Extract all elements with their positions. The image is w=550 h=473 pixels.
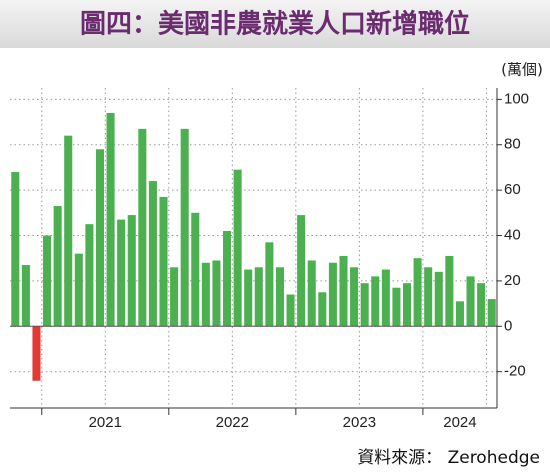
bar (371, 276, 380, 327)
bar (339, 255, 348, 327)
bar (223, 230, 232, 327)
y-tick-label: 20 (504, 272, 521, 289)
bar (328, 262, 337, 327)
y-tick-label: 40 (504, 226, 521, 243)
bar (466, 276, 475, 327)
plot: -20 0 20 40 60 80 100 2021 2022 2023 2024 (10, 88, 529, 431)
x-tick-label: 2024 (443, 414, 476, 431)
y-tick-label: 0 (504, 317, 512, 334)
bar (191, 212, 200, 327)
bar (117, 219, 126, 327)
bar (148, 181, 157, 327)
bar (21, 265, 30, 327)
bar (170, 267, 179, 327)
bar (477, 283, 486, 327)
bar (106, 112, 115, 327)
source: 資料來源： Zerohedge (357, 448, 540, 468)
bar (424, 267, 433, 327)
y-tick-label: 100 (504, 90, 529, 107)
x-tick-label: 2021 (89, 414, 122, 431)
bar (307, 260, 316, 327)
bar (201, 262, 210, 327)
y-tick-label: 60 (504, 181, 521, 198)
bar (360, 283, 369, 327)
bar (11, 171, 20, 327)
bar (265, 242, 274, 327)
title-band (0, 0, 550, 48)
y-tick-label: -20 (504, 363, 526, 380)
bar (445, 255, 454, 327)
bar (487, 299, 496, 327)
bar (74, 253, 83, 327)
bar (254, 267, 263, 327)
bar (350, 267, 359, 327)
bar (159, 196, 168, 327)
bar (286, 294, 295, 327)
y-tick-label: 80 (504, 136, 521, 153)
bar (402, 283, 412, 327)
bar (381, 269, 390, 327)
bar (318, 292, 327, 327)
bar (244, 269, 253, 327)
bar (43, 235, 52, 327)
bar (455, 301, 464, 327)
x-tick-label: 2022 (216, 414, 249, 431)
bar (392, 287, 401, 327)
bar (275, 267, 284, 327)
bar (127, 215, 136, 327)
bar (53, 206, 62, 327)
bar (32, 326, 41, 381)
bar (95, 149, 105, 327)
bar (233, 169, 242, 327)
bar (434, 271, 443, 327)
bar (413, 258, 422, 327)
x-tick-label: 2023 (343, 414, 376, 431)
bar (297, 215, 306, 327)
bar (212, 260, 221, 327)
bar (64, 135, 73, 327)
bar (138, 128, 147, 327)
unit-label: (萬個) (501, 61, 543, 79)
bar (85, 224, 94, 327)
chart-title: 圖四：美國非農就業人口新增職位 (80, 9, 470, 40)
bar (180, 128, 189, 327)
